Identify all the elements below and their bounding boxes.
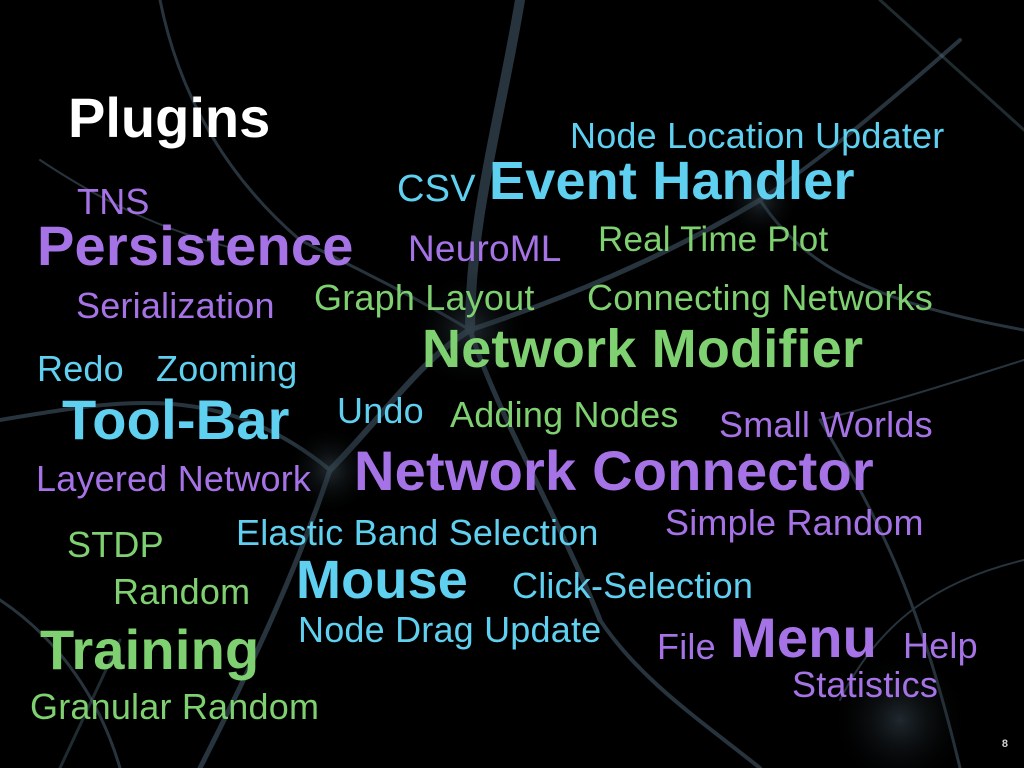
word-csv: CSV	[397, 168, 476, 210]
word-redo: Redo	[37, 348, 124, 389]
word-file: File	[657, 626, 716, 667]
word-node-location-updater: Node Location Updater	[570, 115, 945, 156]
word-zooming: Zooming	[156, 348, 298, 389]
word-connecting-networks: Connecting Networks	[587, 277, 933, 318]
word-undo: Undo	[337, 390, 424, 431]
slide-title: Plugins	[68, 86, 271, 149]
word-granular-random: Granular Random	[30, 686, 320, 727]
word-graph-layout: Graph Layout	[314, 277, 535, 318]
word-small-worlds: Small Worlds	[719, 404, 933, 445]
word-random: Random	[113, 571, 251, 612]
word-stdp: STDP	[67, 524, 164, 565]
word-serialization: Serialization	[76, 285, 275, 326]
word-tns: TNS	[77, 181, 150, 222]
word-statistics: Statistics	[792, 664, 939, 705]
word-click-selection: Click-Selection	[512, 565, 754, 606]
word-neuroml: NeuroML	[408, 228, 562, 269]
word-network-modifier: Network Modifier	[422, 319, 864, 379]
word-mouse: Mouse	[296, 550, 469, 610]
word-persistence: Persistence	[37, 214, 354, 277]
word-layered-network: Layered Network	[36, 458, 312, 499]
word-real-time-plot: Real Time Plot	[598, 220, 829, 259]
word-event-handler: Event Handler	[489, 151, 855, 211]
word-node-drag-update: Node Drag Update	[298, 609, 602, 650]
word-help: Help	[903, 625, 978, 666]
word-network-connector: Network Connector	[354, 439, 874, 502]
word-menu: Menu	[730, 606, 878, 669]
word-adding-nodes: Adding Nodes	[450, 394, 679, 435]
word-tool-bar: Tool-Bar	[62, 388, 290, 451]
page-number: 8	[1001, 738, 1008, 750]
word-training: Training	[40, 618, 260, 681]
word-simple-random: Simple Random	[665, 502, 924, 543]
word-elastic-band-selection: Elastic Band Selection	[236, 512, 599, 553]
